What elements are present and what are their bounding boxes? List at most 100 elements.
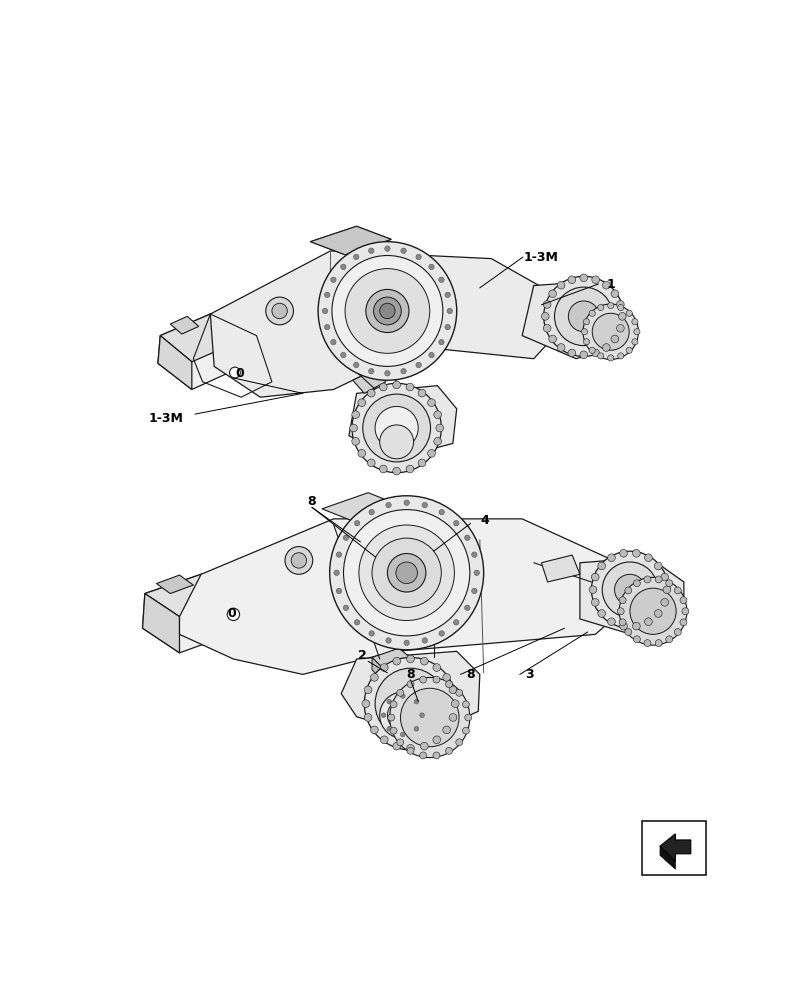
- Circle shape: [433, 752, 439, 759]
- Polygon shape: [157, 336, 192, 389]
- Circle shape: [445, 747, 452, 754]
- Circle shape: [607, 302, 613, 309]
- Polygon shape: [321, 493, 402, 522]
- Polygon shape: [142, 574, 237, 653]
- Circle shape: [435, 424, 443, 432]
- Circle shape: [660, 573, 668, 581]
- Polygon shape: [142, 594, 179, 653]
- Circle shape: [361, 700, 369, 708]
- Circle shape: [420, 742, 428, 750]
- Circle shape: [379, 465, 387, 473]
- Circle shape: [567, 276, 575, 284]
- Circle shape: [418, 389, 426, 397]
- Circle shape: [631, 339, 638, 345]
- Polygon shape: [340, 651, 479, 736]
- Circle shape: [438, 631, 444, 636]
- Circle shape: [601, 281, 609, 289]
- Circle shape: [367, 459, 375, 467]
- Circle shape: [633, 636, 639, 643]
- Circle shape: [400, 732, 405, 737]
- Text: 3: 3: [525, 668, 533, 681]
- Circle shape: [462, 701, 469, 708]
- Circle shape: [352, 383, 441, 473]
- Circle shape: [591, 276, 599, 284]
- Circle shape: [397, 689, 403, 696]
- Circle shape: [367, 389, 375, 397]
- Polygon shape: [540, 555, 579, 582]
- Circle shape: [471, 588, 476, 594]
- Circle shape: [464, 605, 470, 610]
- Circle shape: [393, 742, 400, 750]
- Circle shape: [554, 287, 612, 346]
- Circle shape: [428, 352, 434, 358]
- Circle shape: [401, 248, 406, 253]
- Circle shape: [643, 640, 650, 647]
- Circle shape: [446, 308, 452, 314]
- Circle shape: [322, 308, 328, 314]
- Circle shape: [543, 276, 623, 356]
- Polygon shape: [372, 657, 383, 682]
- Circle shape: [582, 304, 638, 359]
- Circle shape: [624, 629, 631, 636]
- Circle shape: [364, 714, 372, 721]
- Circle shape: [556, 344, 565, 351]
- Circle shape: [434, 437, 441, 445]
- Circle shape: [654, 562, 662, 570]
- Circle shape: [449, 714, 456, 721]
- Circle shape: [618, 312, 626, 320]
- Circle shape: [617, 353, 623, 359]
- Text: 0: 0: [227, 607, 236, 620]
- Polygon shape: [310, 226, 391, 255]
- Polygon shape: [659, 846, 675, 869]
- Circle shape: [386, 699, 391, 704]
- Circle shape: [370, 674, 377, 681]
- Circle shape: [597, 610, 605, 617]
- Circle shape: [358, 525, 454, 620]
- Circle shape: [624, 587, 631, 594]
- Circle shape: [369, 631, 374, 636]
- Polygon shape: [157, 314, 243, 389]
- Circle shape: [427, 449, 435, 457]
- Circle shape: [387, 554, 426, 592]
- Polygon shape: [659, 834, 690, 862]
- Circle shape: [401, 369, 406, 374]
- Circle shape: [333, 570, 339, 575]
- Circle shape: [379, 692, 426, 738]
- Circle shape: [422, 502, 427, 508]
- Circle shape: [626, 347, 631, 353]
- Circle shape: [419, 676, 426, 683]
- Circle shape: [471, 552, 476, 557]
- Circle shape: [397, 739, 403, 746]
- Circle shape: [419, 713, 424, 718]
- Text: 8: 8: [308, 495, 316, 508]
- Circle shape: [540, 312, 548, 320]
- Polygon shape: [170, 316, 198, 334]
- Circle shape: [395, 562, 417, 584]
- Circle shape: [607, 554, 614, 562]
- Circle shape: [619, 549, 626, 557]
- Circle shape: [631, 319, 638, 325]
- Polygon shape: [353, 370, 385, 393]
- Circle shape: [665, 580, 672, 587]
- Circle shape: [389, 677, 469, 758]
- Circle shape: [389, 701, 397, 708]
- Text: 1-3M: 1-3M: [524, 251, 558, 264]
- Circle shape: [343, 605, 349, 610]
- Circle shape: [428, 264, 434, 270]
- Circle shape: [610, 335, 618, 343]
- Circle shape: [543, 324, 550, 332]
- Circle shape: [607, 618, 614, 626]
- Circle shape: [583, 319, 589, 325]
- Circle shape: [556, 281, 565, 289]
- Circle shape: [380, 736, 388, 744]
- Text: 0: 0: [235, 367, 243, 380]
- Circle shape: [601, 344, 609, 351]
- Circle shape: [662, 586, 670, 594]
- Circle shape: [617, 608, 623, 615]
- Circle shape: [444, 324, 450, 330]
- Polygon shape: [310, 226, 391, 255]
- Polygon shape: [349, 386, 456, 459]
- Circle shape: [354, 521, 360, 526]
- Circle shape: [630, 588, 675, 634]
- Circle shape: [385, 502, 391, 508]
